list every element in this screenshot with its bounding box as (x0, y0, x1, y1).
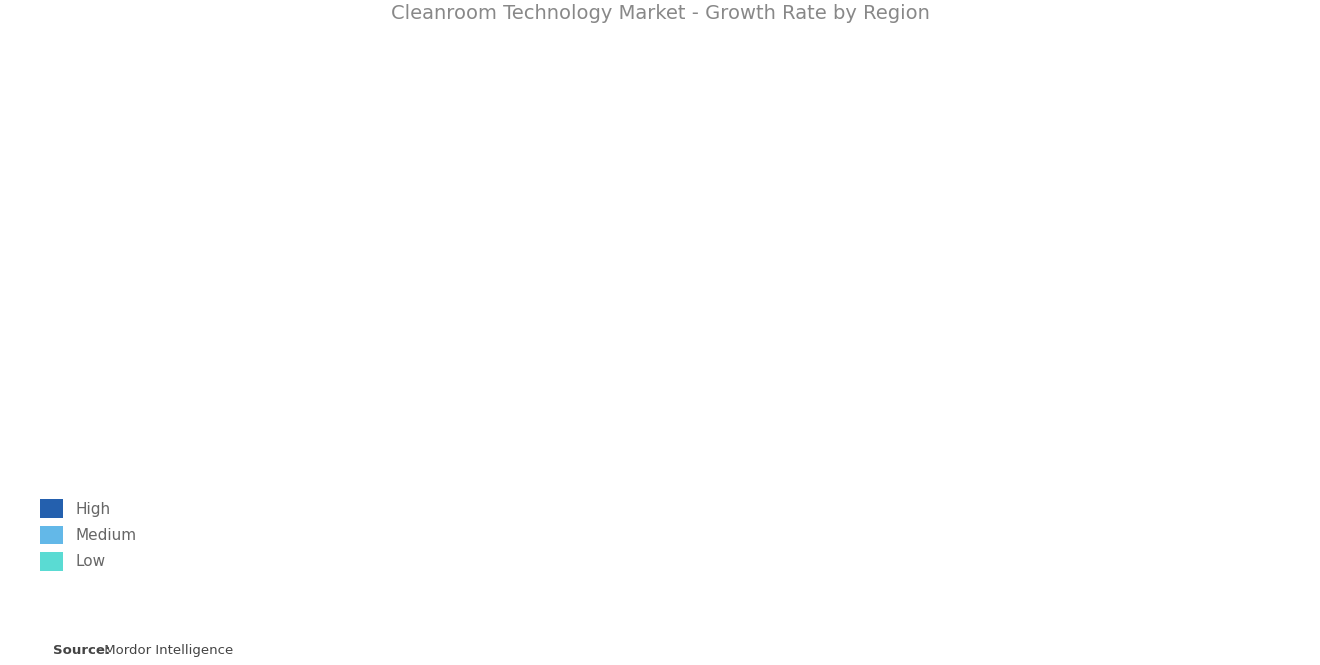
Text: Mordor Intelligence: Mordor Intelligence (100, 644, 234, 657)
Title: Cleanroom Technology Market - Growth Rate by Region: Cleanroom Technology Market - Growth Rat… (391, 4, 929, 23)
Text: Source:: Source: (53, 644, 110, 657)
Legend: High, Medium, Low: High, Medium, Low (34, 493, 143, 577)
